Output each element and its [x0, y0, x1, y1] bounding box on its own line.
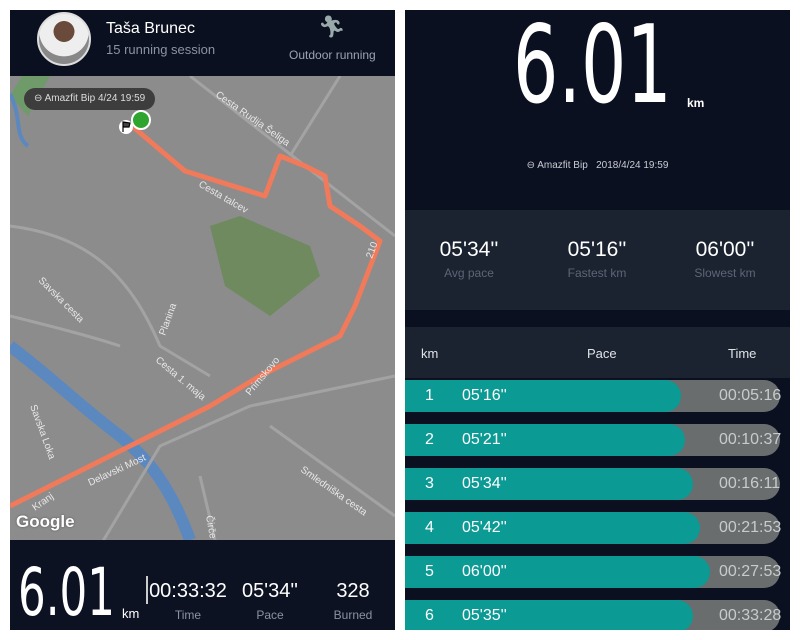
split-pace: 05'34'' — [462, 475, 507, 492]
split-pace: 05'42'' — [462, 519, 507, 536]
stat-value: 06'00'' — [695, 238, 755, 261]
split-pace: 05'21'' — [462, 431, 507, 448]
split-time: 00:21:53 — [719, 519, 782, 536]
splits-table-header: km Pace Time — [405, 327, 790, 378]
km-header: km — [421, 346, 439, 361]
split-row: 3 05'34'' 00:16:11 — [405, 468, 780, 500]
device-name: Amazfit Bip — [537, 160, 588, 171]
street-label: Cesta 1. maja — [153, 355, 208, 403]
burned-stat: 328 Burned — [313, 580, 393, 622]
pace-bar — [405, 468, 693, 500]
avg-pace-stat: 05'34'' Avg pace — [405, 238, 533, 280]
google-logo: Google — [16, 512, 75, 531]
header: Taša Brunec 15 running session 🏃︎ Outdoo… — [10, 10, 395, 76]
pace-label: Pace — [256, 608, 284, 622]
watch-icon: ⊖ — [34, 93, 45, 104]
stat-label: Avg pace — [444, 266, 494, 280]
split-pace: 05'16'' — [462, 387, 507, 404]
split-time: 00:05:16 — [719, 387, 782, 404]
stat-label: Fastest km — [567, 266, 627, 280]
split-km: 1 — [425, 387, 434, 404]
pace-bar — [405, 556, 710, 588]
pace-bar — [405, 512, 701, 544]
pace-stats: 05'34'' Avg pace 05'16'' Fastest km 06'00'… — [405, 210, 790, 310]
finish-flag-icon — [119, 120, 133, 134]
split-row: 2 05'21'' 00:10:37 — [405, 424, 782, 456]
workout-detail-panel: 6.01 km ⊖ Amazfit Bip 2018/4/24 19:59 05… — [405, 10, 790, 630]
time-value: 00:33:32 — [149, 580, 227, 602]
workout-summary-panel: Taša Brunec 15 running session 🏃︎ Outdoo… — [10, 10, 395, 630]
split-time: 00:10:37 — [719, 431, 782, 448]
distance-value: 6.01 — [513, 10, 672, 128]
split-km: 5 — [425, 563, 434, 580]
pace-stat: 05'34'' Pace — [230, 580, 310, 622]
street-label: Savska cesta — [36, 275, 86, 325]
burned-label: Burned — [333, 608, 373, 622]
summary-bar: 6.01 km 00:33:32 Time 05'34'' Pace 328 Burn… — [10, 540, 395, 630]
route-map[interactable]: Cesta Rudija Šeliga Cesta talcev Savska … — [10, 74, 395, 547]
distance-unit: km — [122, 606, 140, 621]
slowest-km-stat: 06'00'' Slowest km — [661, 238, 789, 280]
distance-value: 6.01 — [18, 554, 115, 630]
pace-bar — [405, 380, 681, 412]
burned-value: 328 — [336, 580, 370, 602]
session-count: 15 running session — [106, 42, 216, 57]
street-label: Cesta Rudija Šeliga — [213, 88, 293, 149]
split-row: 5 06'00'' 00:27:53 — [405, 556, 782, 588]
time-header: Time — [728, 346, 757, 361]
device-info: ⊖ Amazfit Bip 2018/4/24 19:59 — [405, 160, 790, 171]
workout-datetime: 2018/4/24 19:59 — [596, 160, 669, 171]
time-label: Time — [174, 608, 202, 622]
watch-icon: ⊖ — [526, 160, 538, 171]
pace-value: 05'34'' — [242, 580, 298, 602]
street-label: Planina — [157, 302, 179, 338]
device-chip-text: Amazfit Bip 4/24 19:59 — [44, 93, 146, 104]
split-km: 2 — [425, 431, 434, 448]
split-time: 00:27:53 — [719, 563, 782, 580]
fastest-km-stat: 05'16'' Fastest km — [533, 238, 661, 280]
street-label: Primskovo — [244, 355, 283, 398]
avatar[interactable] — [37, 12, 91, 66]
split-time: 00:16:11 — [719, 475, 781, 492]
street-label: Savska Loka — [27, 403, 57, 461]
user-name: Taša Brunec — [106, 20, 195, 37]
split-row: 4 05'42'' 00:21:53 — [405, 512, 782, 544]
street-label: Čirče — [203, 514, 220, 540]
stat-value: 05'16'' — [567, 238, 627, 261]
device-chip: ⊖ Amazfit Bip 4/24 19:59 — [24, 88, 156, 110]
river — [10, 93, 30, 148]
pace-bar — [405, 424, 686, 456]
stat-value: 05'34'' — [439, 238, 499, 261]
pace-bar — [405, 600, 693, 630]
split-pace: 05'35'' — [462, 607, 507, 624]
stat-label: Slowest km — [694, 266, 756, 280]
split-km: 3 — [425, 475, 434, 492]
split-time: 00:33:28 — [719, 607, 782, 624]
split-row: 6 05'35'' 00:33:28 — [405, 600, 782, 630]
split-row: 1 05'16'' 00:05:16 — [405, 380, 782, 412]
split-km: 4 — [425, 519, 434, 536]
time-stat: 00:33:32 Time — [148, 580, 228, 622]
park-area — [210, 216, 320, 316]
route-path — [10, 124, 383, 509]
start-marker — [131, 110, 151, 130]
split-pace: 06'00'' — [462, 563, 507, 580]
running-person-icon: 🏃︎ — [318, 14, 346, 39]
river — [10, 341, 196, 543]
roads — [10, 74, 395, 547]
activity-type: Outdoor running — [289, 48, 376, 62]
split-km: 6 — [425, 607, 434, 624]
divider — [146, 576, 148, 604]
distance-unit: km — [687, 96, 705, 110]
pace-header: Pace — [587, 346, 617, 361]
